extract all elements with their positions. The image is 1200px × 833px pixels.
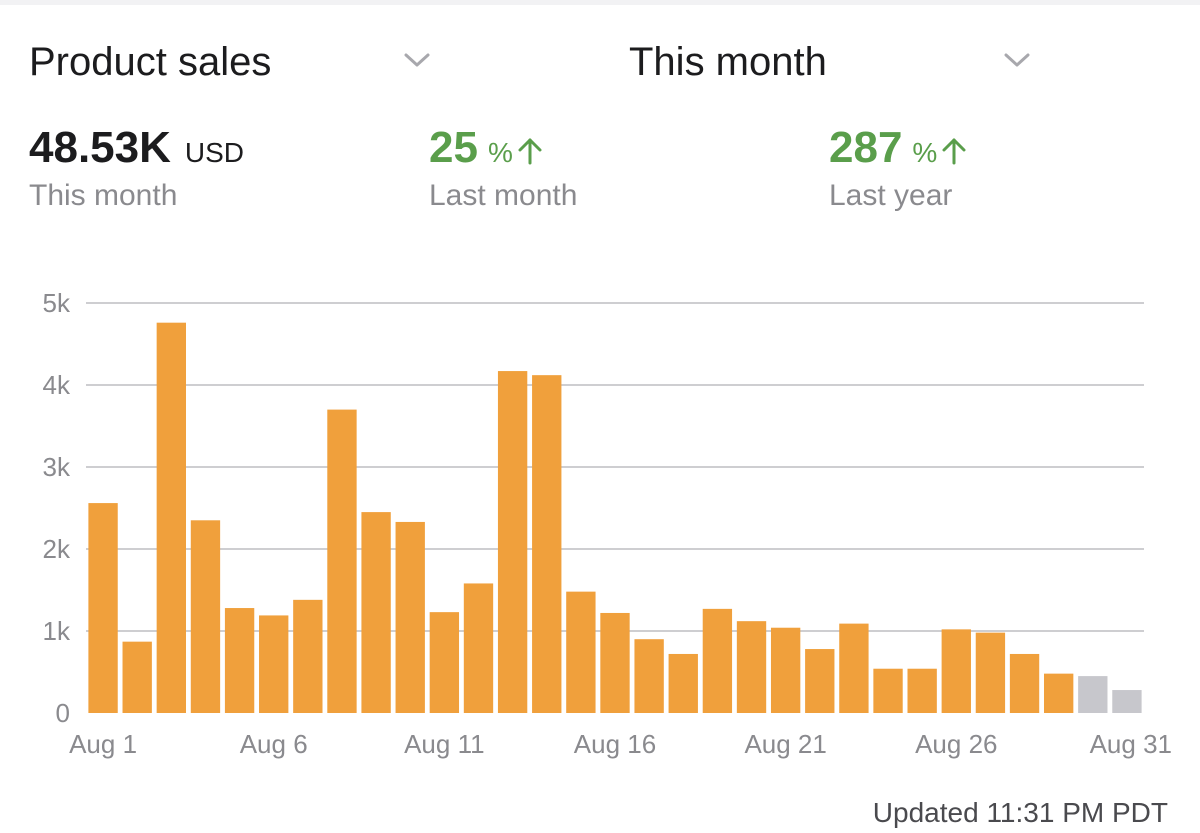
bar-aug-10 bbox=[395, 521, 425, 713]
x-tick-label: Aug 6 bbox=[240, 729, 308, 759]
y-tick-label: 1k bbox=[43, 616, 71, 646]
bar-aug-11 bbox=[429, 612, 460, 713]
y-axis-ticks: 0 1k 2k 3k 4k 5k bbox=[43, 288, 71, 728]
arrow-up-icon bbox=[942, 138, 966, 165]
bar-aug-12 bbox=[463, 583, 494, 713]
x-tick-label: Aug 16 bbox=[574, 729, 656, 759]
bar-aug-21 bbox=[770, 627, 801, 713]
bar-aug-29 bbox=[1044, 673, 1074, 713]
vs-last-year-caption: Last year bbox=[829, 179, 953, 212]
bar-aug-31 bbox=[1112, 690, 1142, 713]
bar-aug-26 bbox=[941, 629, 971, 713]
y-tick-label: 2k bbox=[43, 534, 71, 564]
vs-last-month-caption: Last month bbox=[429, 179, 578, 212]
bar-aug-30 bbox=[1078, 676, 1108, 713]
bar-aug-4 bbox=[190, 520, 221, 713]
currency-unit: USD bbox=[184, 137, 245, 168]
total-sales-caption: This month bbox=[29, 179, 178, 212]
bar-aug-5 bbox=[224, 608, 255, 713]
metric-selector-label: Product sales bbox=[29, 40, 272, 84]
updated-timestamp: Updated 11:31 PM PDT bbox=[872, 797, 1168, 828]
chart-gridlines bbox=[86, 302, 1144, 632]
vs-last-year-value: 287 bbox=[829, 123, 903, 172]
bar-aug-9 bbox=[361, 512, 391, 713]
bar-aug-16 bbox=[600, 612, 630, 713]
bar-aug-7 bbox=[293, 599, 323, 713]
bar-aug-25 bbox=[907, 668, 937, 713]
bar-aug-2 bbox=[122, 641, 152, 713]
y-tick-label: 5k bbox=[43, 288, 71, 318]
bar-aug-17 bbox=[634, 639, 664, 713]
bar-aug-3 bbox=[156, 322, 186, 713]
vs-last-month-value: 25 bbox=[429, 123, 478, 172]
arrow-up-icon bbox=[518, 138, 542, 165]
bar-aug-15 bbox=[566, 591, 596, 713]
bar-aug-23 bbox=[839, 623, 869, 713]
bar-aug-6 bbox=[259, 615, 289, 713]
chevron-down-icon bbox=[1004, 53, 1030, 67]
bar-aug-19 bbox=[702, 608, 733, 713]
x-tick-label: Aug 11 bbox=[404, 729, 484, 759]
chart-bars bbox=[88, 322, 1142, 713]
x-tick-label: Aug 31 bbox=[1090, 729, 1172, 759]
bar-aug-28 bbox=[1009, 653, 1040, 713]
bar-aug-13 bbox=[497, 371, 528, 713]
percent-unit: % bbox=[487, 137, 513, 168]
stat-vs-last-year: 287 % Last year bbox=[829, 122, 967, 216]
bar-aug-24 bbox=[873, 668, 903, 713]
bar-aug-14 bbox=[532, 375, 562, 713]
metric-selector[interactable]: Product sales bbox=[29, 38, 439, 86]
bar-aug-18 bbox=[668, 653, 698, 713]
x-tick-label: Aug 1 bbox=[69, 729, 137, 759]
bar-aug-1 bbox=[88, 503, 118, 713]
sales-bar-chart: 0 1k 2k 3k 4k 5k Aug 1 Aug 6 Aug 11 Aug 16 Aug 21… bbox=[43, 288, 1172, 759]
bar-aug-22 bbox=[805, 649, 835, 713]
x-tick-label: Aug 21 bbox=[744, 729, 826, 759]
x-axis-ticks: Aug 1 Aug 6 Aug 11 Aug 16 Aug 21 Aug 26 Aug 31 bbox=[69, 729, 1172, 759]
period-selector[interactable]: This month bbox=[629, 38, 1039, 86]
y-tick-label: 3k bbox=[43, 452, 71, 482]
y-tick-label: 4k bbox=[43, 370, 71, 400]
total-sales-value: 48.53K bbox=[29, 123, 171, 172]
percent-unit: % bbox=[912, 137, 938, 168]
x-tick-label: Aug 26 bbox=[915, 729, 997, 759]
bar-aug-8 bbox=[327, 409, 357, 713]
stat-total-sales: 48.53K USD This month bbox=[29, 122, 244, 216]
stat-vs-last-month: 25 % Last month bbox=[429, 122, 577, 216]
top-bar bbox=[0, 0, 1200, 5]
period-selector-label: This month bbox=[629, 40, 827, 84]
chevron-down-icon bbox=[404, 53, 430, 67]
bar-aug-27 bbox=[975, 632, 1006, 713]
y-tick-label: 0 bbox=[56, 698, 70, 728]
bar-aug-20 bbox=[736, 621, 767, 713]
